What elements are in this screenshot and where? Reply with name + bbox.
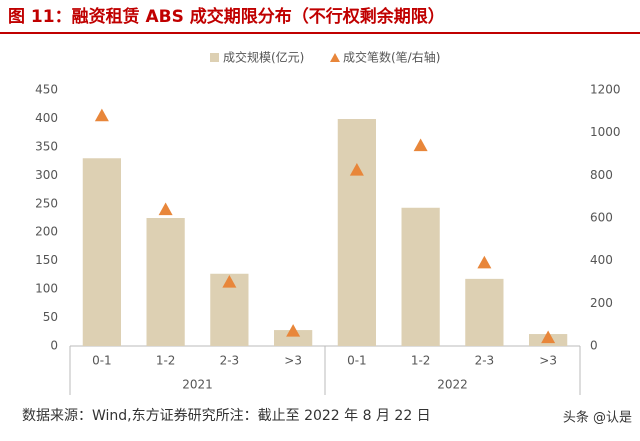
- y-tick-label: 400: [35, 111, 58, 125]
- marker: [286, 324, 301, 337]
- bar: [401, 207, 440, 346]
- y-tick-label: 100: [35, 282, 58, 296]
- y-tick-label: 200: [35, 225, 58, 239]
- x-tick-label: 2-3: [220, 354, 240, 368]
- x-tick-label: 0-1: [92, 354, 112, 368]
- legend-swatch: [330, 53, 340, 62]
- y2-tick-label: 1000: [590, 125, 621, 139]
- marker: [541, 330, 556, 344]
- marker: [413, 138, 428, 152]
- x-tick-label: >3: [284, 354, 302, 368]
- marker: [94, 108, 109, 122]
- y-tick-label: 450: [35, 83, 58, 97]
- chart-title: 图 11：融资租赁 ABS 成交期限分布（不行权剩余期限）: [8, 6, 445, 27]
- bar: [274, 330, 313, 346]
- y-tick-label: 350: [35, 139, 58, 153]
- y-tick-label: 150: [35, 253, 58, 267]
- bar: [82, 158, 121, 346]
- y2-tick-label: 200: [590, 296, 613, 310]
- y2-tick-label: 0: [590, 339, 598, 353]
- bar: [146, 218, 185, 346]
- marker: [222, 275, 237, 288]
- y2-tick-label: 1200: [590, 83, 621, 97]
- y2-tick-label: 400: [590, 253, 613, 267]
- y-tick-label: 250: [35, 196, 58, 210]
- legend-swatch: [210, 53, 219, 62]
- marker: [349, 163, 364, 176]
- x-tick-label: 0-1: [347, 354, 367, 368]
- legend-label: 成交笔数(笔/右轴): [343, 50, 440, 65]
- x-tick-label: 1-2: [411, 354, 431, 368]
- bar: [465, 278, 504, 346]
- watermark: 头条 @认是: [563, 410, 632, 426]
- marker: [158, 202, 173, 216]
- y-tick-label: 300: [35, 168, 58, 182]
- x-tick-label: 2-3: [475, 354, 495, 368]
- y-tick-label: 0: [50, 339, 58, 353]
- group-label: 2021: [182, 378, 213, 392]
- y-tick-label: 50: [43, 310, 58, 324]
- x-tick-label: 1-2: [156, 354, 176, 368]
- source-note: 数据来源：Wind,东方证券研究所注：截止至 2022 年 8 月 22 日: [22, 408, 431, 424]
- x-tick-label: >3: [539, 354, 557, 368]
- marker: [477, 255, 492, 269]
- y2-tick-label: 600: [590, 211, 613, 225]
- legend-label: 成交规模(亿元): [223, 50, 304, 65]
- y2-tick-label: 800: [590, 168, 613, 182]
- bar: [337, 119, 376, 346]
- group-label: 2022: [437, 378, 468, 392]
